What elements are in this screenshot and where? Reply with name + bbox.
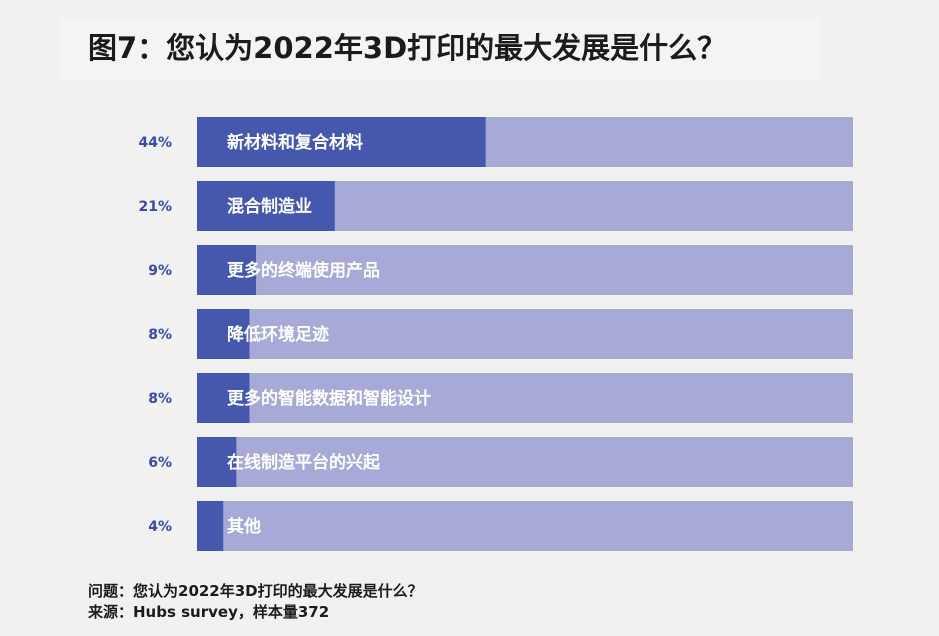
bar-track [197, 437, 853, 487]
bar-track [197, 245, 853, 295]
value-label: 21% [138, 199, 172, 215]
value-label: 9% [148, 263, 172, 279]
bar [197, 437, 237, 487]
bar-track [197, 501, 853, 551]
category-label: 新材料和复合材料 [227, 132, 363, 153]
category-label: 在线制造平台的兴起 [227, 452, 381, 473]
bar [197, 181, 335, 231]
category-label: 更多的智能数据和智能设计 [227, 388, 431, 409]
bar [197, 117, 486, 167]
value-label: 44% [138, 135, 172, 151]
category-label: 混合制造业 [227, 196, 312, 217]
category-label: 更多的终端使用产品 [227, 260, 380, 281]
chart-footer: 问题：您认为2022年3D打印的最大发展是什么？ 来源：Hubs survey，… [88, 581, 423, 623]
footer-question: 问题：您认为2022年3D打印的最大发展是什么？ [88, 582, 423, 600]
bar-track [197, 309, 853, 359]
footer-source: 来源：Hubs survey，样本量372 [88, 603, 330, 621]
value-label: 6% [148, 455, 172, 471]
title-background [60, 18, 820, 80]
category-label: 降低环境足迹 [227, 324, 329, 345]
value-label: 4% [148, 519, 172, 535]
bar [197, 501, 224, 551]
value-label: 8% [148, 327, 172, 343]
chart-title: 图7：您认为2022年3D打印的最大发展是什么？ [88, 31, 727, 65]
bar [197, 245, 257, 295]
bar [197, 309, 250, 359]
bar-track [197, 373, 853, 423]
category-label: 其他 [227, 516, 261, 537]
bar [197, 373, 250, 423]
value-label: 8% [148, 391, 172, 407]
